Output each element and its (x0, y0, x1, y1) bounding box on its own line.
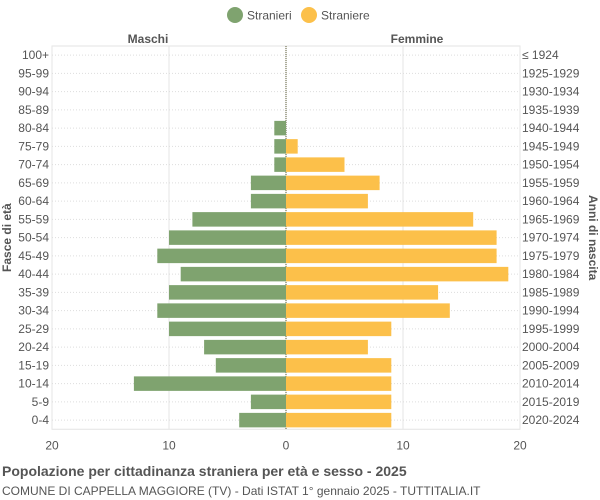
age-group-label: 25-29 (18, 322, 49, 336)
birth-year-label: 1970-1974 (522, 231, 580, 245)
bar-straniere-35-39 (286, 285, 439, 300)
bar-stranieri-80-84 (274, 120, 286, 136)
age-group-label: 0-4 (32, 413, 50, 427)
chart-svg: 20 10 0 10 20 100+ ≤ 1924 95-99 1925-1929 90-94 19… (0, 7, 600, 452)
birth-year-label: 1980-1984 (522, 267, 580, 281)
bar-straniere-55-59 (286, 212, 474, 227)
bar-stranieri-60-64 (250, 193, 286, 209)
femmine-header: Femmine (391, 32, 444, 46)
y-axis-title-left: Fasce di età (0, 203, 14, 272)
bar-straniere-15-19 (286, 358, 392, 373)
age-group-label: 70-74 (18, 158, 49, 172)
birth-year-label: 1975-1979 (522, 249, 580, 263)
birth-year-label: ≤ 1924 (522, 48, 559, 62)
age-group-label: 40-44 (18, 267, 49, 281)
chart-title: Popolazione per cittadinanza straniera p… (2, 463, 407, 479)
bar-straniere-25-29 (286, 321, 392, 337)
bar-stranieri-70-74 (274, 157, 286, 172)
bar-stranieri-55-59 (192, 212, 286, 227)
y-axis-title-right: Anni di nascita (586, 195, 600, 281)
maschi-header: Maschi (128, 32, 169, 46)
age-group-label: 20-24 (18, 340, 49, 354)
bar-straniere-40-44 (286, 266, 509, 282)
legend-label-stranieri: Stranieri (247, 9, 292, 23)
bar-straniere-65-69 (286, 175, 380, 191)
bar-straniere-5-9 (286, 394, 392, 410)
legend-label-straniere: Straniere (321, 9, 370, 23)
age-group-label: 45-49 (18, 249, 49, 263)
bar-straniere-10-14 (286, 376, 392, 391)
bar-stranieri-10-14 (133, 376, 286, 391)
bar-stranieri-75-79 (274, 139, 286, 154)
birth-year-label: 1960-1964 (522, 194, 580, 208)
age-group-label: 30-34 (18, 304, 49, 318)
age-group-label: 100+ (22, 48, 49, 62)
bars-layer (133, 120, 509, 428)
legend-marker-stranieri (227, 7, 243, 23)
birth-year-label: 1945-1949 (522, 139, 580, 153)
bar-stranieri-5-9 (250, 394, 286, 410)
age-group-label: 55-59 (18, 212, 49, 226)
bar-straniere-45-49 (286, 248, 497, 264)
birth-year-label: 2015-2019 (522, 395, 580, 409)
age-group-label: 60-64 (18, 194, 49, 208)
age-group-label: 95-99 (18, 66, 49, 80)
bar-stranieri-20-24 (204, 339, 286, 355)
birth-year-label: 1935-1939 (522, 103, 580, 117)
bar-stranieri-50-54 (169, 230, 286, 245)
bar-stranieri-40-44 (180, 266, 286, 282)
x-tick-label: 0 (283, 438, 290, 452)
age-group-label: 80-84 (18, 121, 49, 135)
x-tick-label: 10 (396, 438, 410, 452)
bar-straniere-75-79 (286, 139, 298, 154)
bar-straniere-0-4 (286, 412, 392, 428)
birth-year-label: 2005-2009 (522, 358, 580, 372)
age-group-label: 15-19 (18, 358, 49, 372)
birth-year-label: 1985-1989 (522, 285, 580, 299)
labels-layer: 20 10 0 10 20 100+ ≤ 1924 95-99 1925-1929 90-94 19… (0, 32, 600, 452)
bar-stranieri-25-29 (169, 321, 286, 337)
bar-stranieri-15-19 (215, 358, 286, 373)
bar-stranieri-0-4 (239, 412, 286, 428)
birth-year-label: 2010-2014 (522, 377, 580, 391)
x-tick-label: 20 (45, 438, 59, 452)
age-group-label: 5-9 (32, 395, 50, 409)
age-group-label: 10-14 (18, 377, 49, 391)
birth-year-label: 2020-2024 (522, 413, 580, 427)
bar-straniere-70-74 (286, 157, 345, 172)
legend-layer: Stranieri Straniere (227, 7, 370, 23)
age-group-label: 35-39 (18, 285, 49, 299)
bar-straniere-50-54 (286, 230, 497, 245)
chart-subtitle: COMUNE DI CAPPELLA MAGGIORE (TV) - Dati … (2, 484, 481, 498)
bar-stranieri-35-39 (169, 285, 286, 300)
age-group-label: 85-89 (18, 103, 49, 117)
birth-year-label: 1995-1999 (522, 322, 580, 336)
birth-year-label: 1990-1994 (522, 304, 580, 318)
age-group-label: 50-54 (18, 231, 49, 245)
legend-marker-straniere (301, 7, 317, 23)
x-tick-label: 10 (162, 438, 176, 452)
age-group-label: 90-94 (18, 85, 49, 99)
bar-straniere-60-64 (286, 193, 368, 209)
bar-stranieri-65-69 (250, 175, 286, 191)
bar-straniere-20-24 (286, 339, 368, 355)
birth-year-label: 2000-2004 (522, 340, 580, 354)
birth-year-label: 1965-1969 (522, 212, 580, 226)
birth-year-label: 1925-1929 (522, 66, 580, 80)
bar-stranieri-45-49 (157, 248, 286, 264)
age-group-label: 65-69 (18, 176, 49, 190)
birth-year-label: 1955-1959 (522, 176, 580, 190)
age-group-label: 75-79 (18, 139, 49, 153)
x-tick-label: 20 (513, 438, 527, 452)
birth-year-label: 1950-1954 (522, 158, 580, 172)
bar-stranieri-30-34 (157, 303, 286, 318)
birth-year-label: 1930-1934 (522, 85, 580, 99)
bar-straniere-30-34 (286, 303, 450, 318)
birth-year-label: 1940-1944 (522, 121, 580, 135)
